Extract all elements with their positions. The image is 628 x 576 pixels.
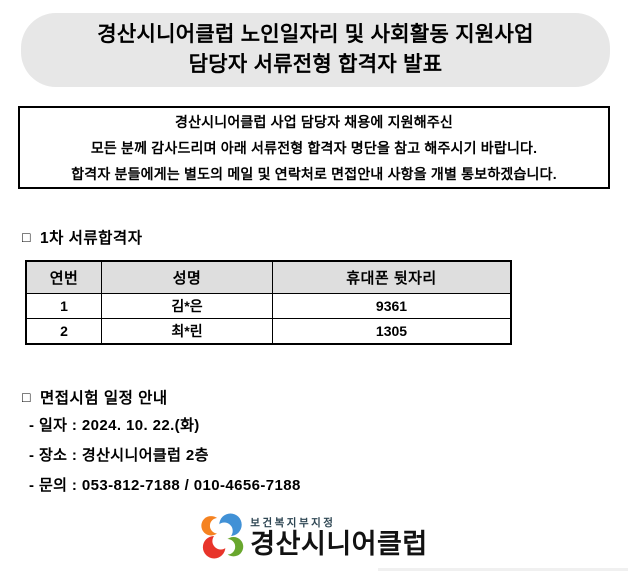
interview-place-item: - 장소 : 경산시니어클럽 2층 bbox=[29, 447, 209, 464]
pass-section-title: 1차 서류합격자 bbox=[39, 230, 143, 247]
col-header-number: 연번 bbox=[25, 260, 102, 294]
interview-info-list: - 일자 : 2024. 10. 22.(화) - 장소 : 경산시니어클럽 2… bbox=[29, 411, 301, 501]
interview-date-item: - 일자 : 2024. 10. 22.(화) bbox=[29, 417, 200, 434]
col-header-name: 성명 bbox=[101, 260, 273, 294]
petal-green bbox=[223, 537, 244, 557]
organization-logo: 보건복지부지정 경산시니어클럽 bbox=[200, 513, 427, 560]
notice-line: 모든 분께 감사드리며 아래 서류전형 합격자 명단을 참고 해주시기 바랍니다… bbox=[90, 139, 538, 156]
interview-section-title: 면접시험 일정 안내 bbox=[39, 390, 168, 407]
interview-contact-item: - 문의 : 053-812-7188 / 010-4656-7188 bbox=[29, 477, 301, 494]
cell-name: 김*은 bbox=[101, 293, 273, 319]
logo-tagline: 보건복지부지정 bbox=[250, 516, 336, 529]
notice-line: 경산시니어클럽 사업 담당자 채용에 지원해주신 bbox=[175, 113, 453, 130]
flower-logo-icon bbox=[201, 513, 244, 559]
cell-name: 최*린 bbox=[101, 318, 273, 345]
cell-number: 2 bbox=[25, 318, 102, 345]
petal-blue bbox=[219, 513, 242, 536]
cell-number: 1 bbox=[25, 293, 102, 319]
interview-section-heading: □ 면접시험 일정 안내 bbox=[22, 386, 168, 408]
table-row: 1 김*은 9361 bbox=[25, 293, 512, 319]
table-header-row: 연번 성명 휴대폰 뒷자리 bbox=[25, 260, 512, 294]
logo-text-block: 보건복지부지정 경산시니어클럽 bbox=[250, 515, 427, 559]
col-header-phone: 휴대폰 뒷자리 bbox=[272, 260, 512, 294]
cell-phone: 9361 bbox=[272, 293, 512, 319]
table-row: 2 최*린 1305 bbox=[25, 318, 512, 345]
title-line-1: 경산시니어클럽 노인일자리 및 사회활동 지원사업 bbox=[97, 23, 534, 46]
notice-line: 합격자 분들에게는 별도의 메일 및 연락처로 면접안내 사항을 개별 통보하겠… bbox=[71, 165, 557, 182]
notice-box: 경산시니어클럽 사업 담당자 채용에 지원해주신 모든 분께 감사드리며 아래 … bbox=[18, 106, 610, 189]
logo-name: 경산시니어클럽 bbox=[250, 528, 428, 559]
square-bullet-icon: □ bbox=[22, 229, 31, 245]
petal-red bbox=[202, 535, 226, 559]
square-bullet-icon: □ bbox=[22, 389, 31, 405]
title-line-2: 담당자 서류전형 합격자 발표 bbox=[188, 53, 443, 76]
title-banner: 경산시니어클럽 노인일자리 및 사회활동 지원사업 담당자 서류전형 합격자 발… bbox=[21, 13, 610, 87]
cell-phone: 1305 bbox=[272, 318, 512, 345]
petal-orange bbox=[201, 516, 221, 536]
pass-table: 연번 성명 휴대폰 뒷자리 1 김*은 9361 2 최*린 1305 bbox=[25, 260, 512, 345]
page-edge-artifact bbox=[378, 568, 628, 571]
pass-section-heading: □ 1차 서류합격자 bbox=[22, 226, 142, 248]
